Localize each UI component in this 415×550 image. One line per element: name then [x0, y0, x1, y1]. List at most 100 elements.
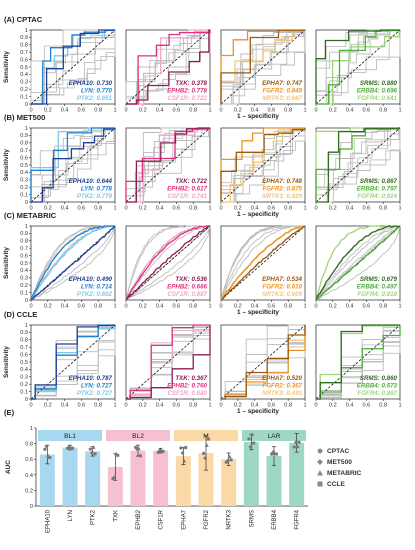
point-ccle [138, 454, 142, 458]
x-tick-label: EPHB2 [136, 509, 142, 529]
auc-annotation-fgfr4: FGFR4: 0.924 [357, 193, 397, 200]
x-tick-label: 1 [113, 304, 116, 310]
x-axis-title: 1 – specificity [237, 408, 279, 415]
group-label: LAR [268, 433, 281, 440]
x-tick-label: 1 [113, 108, 116, 114]
x-tick-label: 0 [29, 304, 32, 310]
roc-curve-other [221, 29, 305, 105]
x-tick-label: FGFR2 [204, 509, 210, 529]
x-tick-label: 0.8 [189, 304, 197, 310]
roc-curve-epha7 [220, 29, 306, 104]
auc-annotation-csf1r: CSF1R: 0.741 [167, 193, 207, 200]
roc-curve-epha10 [31, 324, 116, 400]
bar-srms [243, 442, 259, 506]
legend-marker-cptac [317, 448, 323, 454]
bar-epha7 [175, 456, 191, 506]
x-tick-label: 0.4 [346, 304, 354, 310]
point-met500 [248, 444, 253, 449]
roc-curve-lyn [30, 225, 115, 301]
point-cptac [292, 445, 296, 449]
x-tick-label: 0.2 [234, 304, 242, 310]
auc-annotation-srms: SRMS: 0.867 [360, 178, 398, 185]
x-tick-label: 1 [398, 108, 401, 114]
roc-curve-other [315, 29, 400, 104]
chance-diagonal [125, 127, 211, 203]
x-tick-label: SRMS [249, 510, 255, 527]
x-tick-label: 0 [124, 304, 127, 310]
chance-diagonal [125, 324, 211, 400]
x-tick-label: 0.6 [78, 206, 86, 212]
auc-annotation-nrtk3: NRTK3: 0.667 [262, 95, 302, 102]
roc-curve-other [125, 225, 211, 301]
bar-erbb4 [266, 456, 282, 506]
roc-curve-txk [125, 225, 211, 301]
x-tick-label: TXK [113, 510, 119, 522]
x-tick-label: NRTK3 [227, 509, 233, 529]
roc-curve-other [315, 29, 400, 104]
roc-curve-srms [316, 127, 400, 203]
x-tick-label: 0.6 [363, 206, 371, 212]
chance-diagonal [315, 29, 401, 105]
point-cptac [270, 452, 274, 456]
chance-diagonal [125, 225, 211, 301]
y-tick-label: 0.4 [20, 72, 28, 78]
x-tick-label: 0.4 [251, 108, 259, 114]
roc-curve-nrtk3 [220, 29, 305, 104]
x-tick-label: 0.8 [94, 304, 102, 310]
y-tick-label: 0.7 [20, 246, 28, 252]
x-tick-label: 0.6 [363, 403, 371, 409]
roc-curve-txk [126, 29, 210, 105]
x-tick-label: 0 [29, 403, 32, 409]
auc-annotation-nrtk3: NRTK3: 0.609 [262, 291, 302, 298]
x-tick-label: 0.6 [268, 403, 276, 409]
roc-curve-other [316, 127, 400, 203]
x-tick-label: 0.2 [44, 206, 52, 212]
bar-ptk2 [85, 451, 101, 506]
bar-epha10 [39, 454, 55, 506]
roc-curve-other [31, 127, 115, 203]
x-tick-label: 0 [124, 108, 127, 114]
y-tick-label: 0.6 [20, 155, 28, 161]
x-tick-label: 0.4 [346, 108, 354, 114]
y-tick-label: 0.1 [20, 389, 28, 395]
auc-annotation-txk: TXK: 0.722 [175, 178, 207, 185]
x-tick-label: 0.4 [61, 206, 69, 212]
y-tick-label: 0.5 [20, 360, 28, 366]
y-tick-label: 0 [25, 102, 28, 108]
chance-diagonal [220, 225, 306, 301]
x-tick-label: 0.8 [379, 108, 387, 114]
x-tick-label: 0.8 [189, 403, 197, 409]
x-tick-label: 0.4 [251, 304, 259, 310]
x-axis-title: 1 – specificity [237, 113, 279, 120]
y-tick-label: 0.3 [20, 276, 28, 282]
y-tick-label: 0.1 [20, 94, 28, 100]
y-tick-label: 0.4 [20, 170, 28, 176]
y-tick-label: 0.7 [20, 345, 28, 351]
auc-annotation-txk: TXK: 0.536 [175, 276, 207, 283]
roc-curve-other [30, 127, 115, 202]
point-ccle [93, 452, 97, 456]
point-ccle [206, 437, 210, 441]
y-axis-title: Sensitivity [3, 51, 10, 83]
x-tick-label: 0.2 [234, 206, 242, 212]
roc-curve-csf1r [126, 29, 210, 105]
y-axis-title: Sensitivity [3, 247, 10, 279]
auc-annotation-srms: SRMS: 0.880 [360, 80, 398, 87]
y-axis-title: Sensitivity [3, 346, 10, 378]
y-tick-label: 1 [25, 126, 28, 132]
y-tick-label: 0.2 [20, 185, 28, 191]
y-tick-label: 0.4 [20, 268, 28, 274]
point-metabric [182, 458, 187, 463]
point-metabric [136, 446, 141, 451]
roc-curve-other [221, 324, 305, 400]
auc-annotation-txk: TXK: 0.378 [175, 80, 207, 87]
x-tick-label: 1 [303, 304, 306, 310]
x-tick-label: 0.8 [94, 108, 102, 114]
x-axis-title: 1 – specificity [237, 211, 279, 218]
x-tick-label: 0.6 [173, 206, 181, 212]
x-tick-label: 0.2 [234, 108, 242, 114]
